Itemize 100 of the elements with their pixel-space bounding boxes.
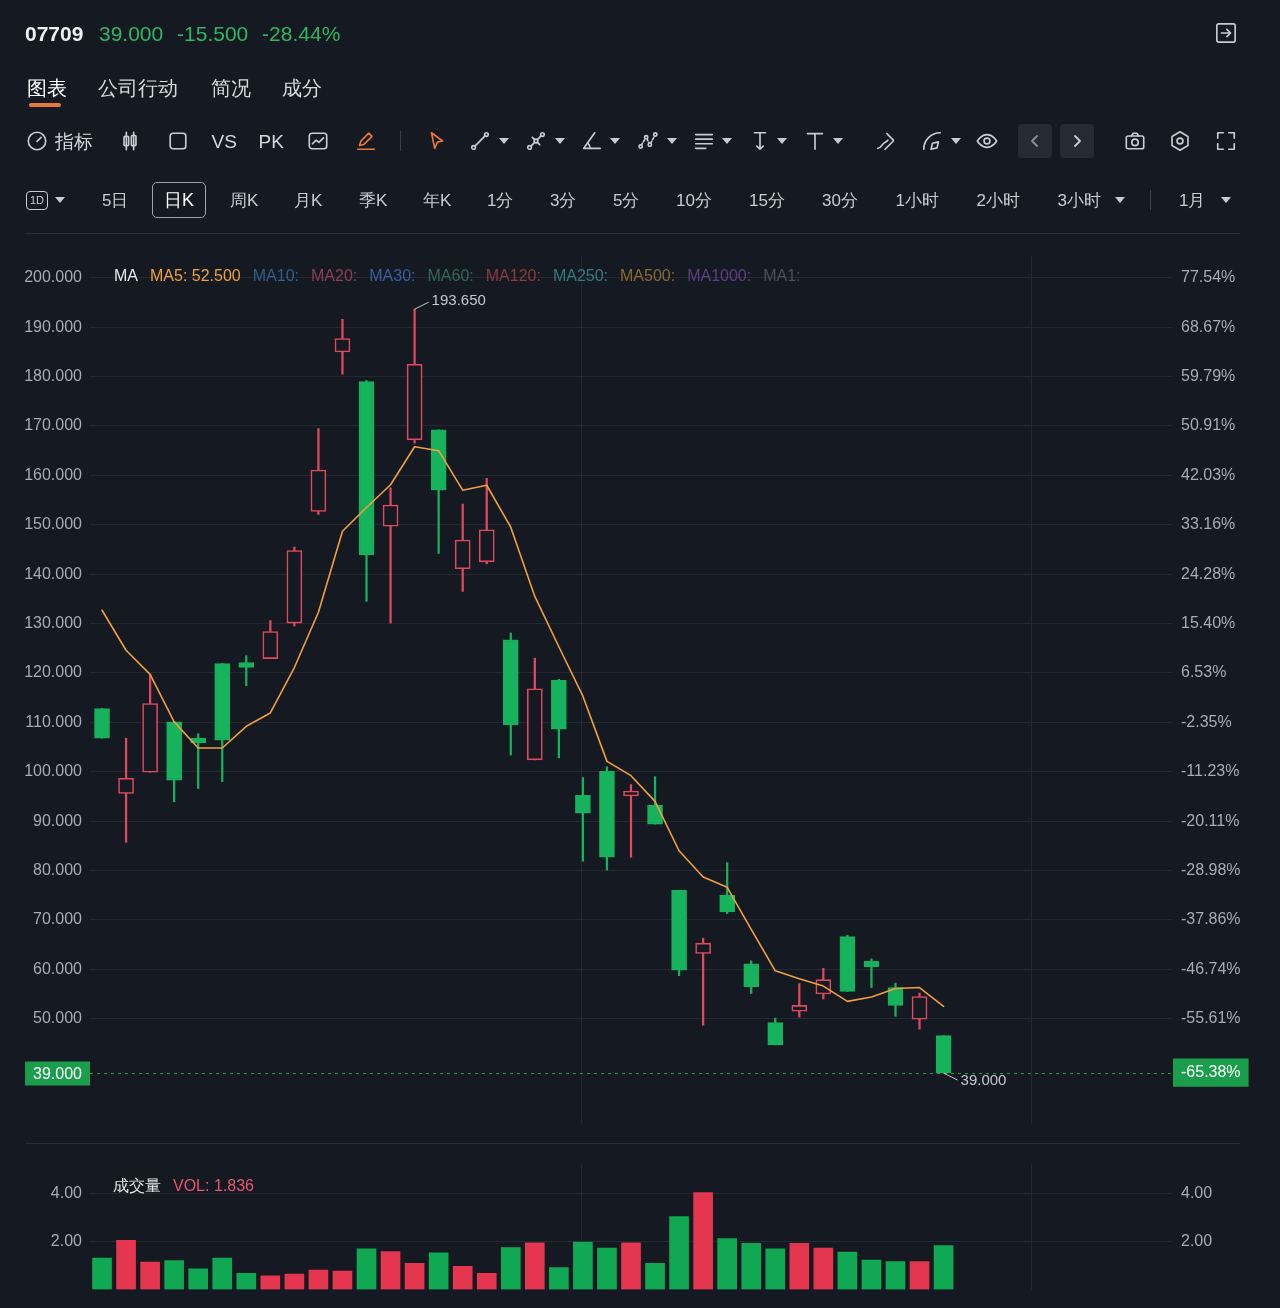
y2-tick-label: -11.23% <box>1181 762 1240 780</box>
y2-tick-label: 15.40% <box>1181 613 1236 631</box>
text: 图表 <box>27 77 67 99</box>
bar <box>741 1242 762 1290</box>
y-tick-label: 90.000 <box>33 811 83 829</box>
bar <box>428 1252 449 1290</box>
bar <box>789 1242 810 1290</box>
text: 周K <box>230 190 259 210</box>
y2-tick-label: -46.74% <box>1181 959 1241 977</box>
bar <box>356 1248 377 1290</box>
y-tick-label: 160.000 <box>24 465 83 483</box>
bar <box>621 1242 641 1290</box>
bar <box>549 1267 569 1290</box>
y-tick-label: 200.000 <box>24 268 83 286</box>
y-tick-label: 150.000 <box>24 515 83 533</box>
text: 1分 <box>487 190 514 210</box>
y-tick-label: 4.00 <box>50 1184 83 1202</box>
bar <box>308 1269 329 1290</box>
bar <box>597 1247 617 1290</box>
y2-tick-label: 77.54% <box>1181 268 1236 286</box>
annotation: MA1000: <box>687 266 752 284</box>
bar <box>500 1247 521 1290</box>
y2-tick-label: 33.16% <box>1181 515 1236 533</box>
text: 简况 <box>211 77 251 99</box>
text: PK <box>258 130 284 152</box>
bar <box>669 1216 689 1290</box>
y2-tick-label: -55.61% <box>1181 1009 1241 1027</box>
candlestick <box>863 958 880 988</box>
y-tick-label: 50.000 <box>33 1009 83 1027</box>
y2-tick-label: -37.86% <box>1181 910 1241 928</box>
bar <box>693 1192 713 1290</box>
text: 年K <box>423 190 452 210</box>
legend-title: MA <box>114 266 138 284</box>
text: 15分 <box>749 190 785 210</box>
text: 3小时 <box>1057 190 1101 210</box>
y-tick-label: 190.000 <box>24 317 83 335</box>
y2-tick-label: 68.67% <box>1181 317 1236 335</box>
y2-tick-label: 2.00 <box>1181 1231 1213 1249</box>
text: 10分 <box>676 190 712 210</box>
bar <box>861 1259 882 1290</box>
y2-tick-label: -2.35% <box>1181 712 1232 730</box>
candlestick <box>334 318 351 375</box>
text: 1D <box>26 190 49 210</box>
y2-tick-label: -65.38% <box>1181 1063 1241 1081</box>
text: 公司行动 <box>98 77 178 99</box>
bar <box>645 1263 665 1290</box>
annotation: MA1: <box>763 266 801 284</box>
bar <box>452 1266 473 1290</box>
bar <box>164 1260 184 1290</box>
bar <box>188 1268 209 1290</box>
text: MA5: 52.500 <box>150 266 241 284</box>
text: 成分 <box>282 77 322 99</box>
text: 5日 <box>102 190 129 210</box>
text: 39.000 -15.500 -28.44% <box>99 21 341 45</box>
text: 成交量 <box>113 1176 161 1194</box>
text: 1小时 <box>895 190 939 210</box>
text: 2小时 <box>976 190 1020 210</box>
bar <box>116 1240 136 1290</box>
y-tick-label: 70.000 <box>33 910 83 928</box>
text: 日K <box>152 182 207 218</box>
bar <box>92 1257 112 1290</box>
bar <box>885 1261 906 1290</box>
y2-tick-label: 4.00 <box>1181 1184 1213 1202</box>
bar <box>332 1270 353 1290</box>
ref-line-label: 39.000 <box>33 1064 83 1082</box>
bar <box>717 1238 738 1290</box>
text: VS <box>211 130 237 152</box>
bar <box>140 1261 160 1290</box>
bar <box>837 1251 858 1290</box>
y2-tick-label: 6.53% <box>1181 663 1227 681</box>
y-tick-label: 2.00 <box>50 1231 83 1249</box>
candlestick <box>382 487 399 624</box>
y2-tick-label: -28.98% <box>1181 860 1241 878</box>
y-tick-label: 130.000 <box>24 613 83 631</box>
text: 1月 <box>1179 190 1206 210</box>
annotation: MA120: <box>485 266 541 284</box>
bar <box>404 1263 425 1290</box>
bar <box>524 1242 545 1290</box>
y2-tick-label: 59.79% <box>1181 366 1236 384</box>
text: 月K <box>294 190 323 210</box>
text: 39.000 <box>960 1071 1007 1089</box>
y-tick-label: 100.000 <box>24 762 83 780</box>
annotation: MA20: <box>310 266 358 284</box>
annotation: MA30: <box>369 266 416 284</box>
text: VOL: 1.836 <box>173 1176 254 1194</box>
bar <box>933 1245 954 1290</box>
y2-tick-label: 50.91% <box>1181 416 1236 434</box>
bar <box>284 1273 305 1290</box>
annotation: MA60: <box>427 266 474 284</box>
y-tick-label: 140.000 <box>24 564 83 582</box>
bar <box>765 1248 786 1290</box>
text: 193.650 <box>431 291 486 309</box>
bar <box>573 1241 593 1290</box>
y-tick-label: 60.000 <box>33 959 83 977</box>
annotation: MA500: <box>620 266 676 284</box>
y2-tick-label: 42.03% <box>1181 465 1236 483</box>
text: 季K <box>359 190 388 210</box>
y-tick-label: 110.000 <box>25 712 83 730</box>
bar <box>212 1257 233 1290</box>
y-tick-label: 80.000 <box>33 860 83 878</box>
